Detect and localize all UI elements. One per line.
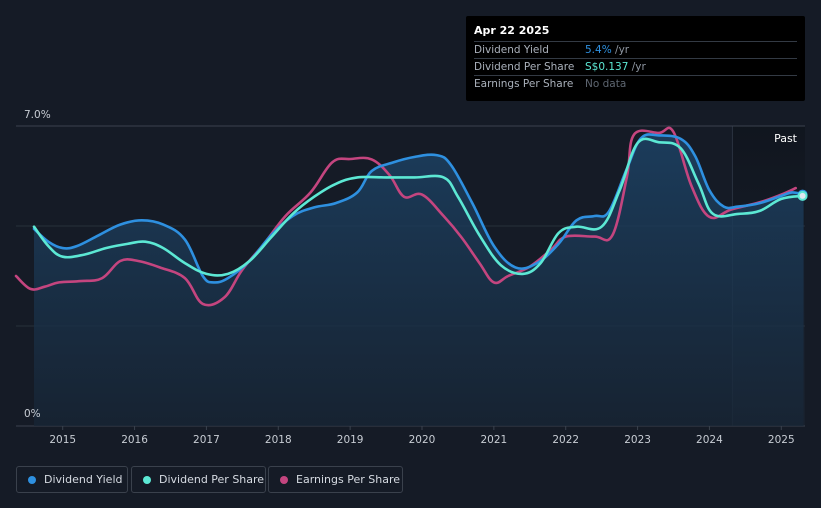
legend-dot-icon bbox=[28, 476, 36, 484]
tooltip-value: 5.4% /yr bbox=[585, 44, 629, 56]
tooltip-value-number: 5.4% bbox=[585, 44, 612, 56]
x-tick-label: 2019 bbox=[337, 434, 364, 446]
dividend-per-share-end-marker bbox=[797, 190, 808, 201]
x-tick-label: 2016 bbox=[121, 434, 148, 446]
x-tick-label: 2015 bbox=[49, 434, 76, 446]
legend-dividend-per-share[interactable]: Dividend Per Share bbox=[131, 466, 266, 493]
dividend-yield-line bbox=[32, 133, 805, 284]
legend-label: Dividend Yield bbox=[44, 473, 123, 486]
y-axis-top-label: 7.0% bbox=[24, 109, 51, 121]
x-tick-label: 2021 bbox=[480, 434, 507, 446]
tooltip-value-number: S$0.137 bbox=[585, 61, 629, 73]
tooltip-value-number: No data bbox=[585, 78, 627, 90]
tooltip-row-earnings-per-share: Earnings Per Share No data bbox=[474, 75, 797, 93]
dividend-yield-area bbox=[34, 134, 804, 426]
tooltip-label: Earnings Per Share bbox=[474, 78, 574, 90]
legend-label: Dividend Per Share bbox=[159, 473, 265, 486]
legend-earnings-per-share[interactable]: Earnings Per Share bbox=[268, 466, 403, 493]
tooltip-row-dividend-yield: Dividend Yield 5.4% /yr bbox=[474, 41, 797, 59]
tooltip-value-unit: /yr bbox=[628, 61, 646, 73]
y-axis-bottom-label: 0% bbox=[24, 408, 41, 420]
tooltip-label: Dividend Per Share bbox=[474, 61, 575, 73]
x-tick-label: 2024 bbox=[696, 434, 723, 446]
x-tick-label: 2017 bbox=[193, 434, 220, 446]
past-label: Past bbox=[774, 132, 798, 145]
x-tick-label: 2022 bbox=[552, 434, 579, 446]
tooltip-value: S$0.137 /yr bbox=[585, 61, 646, 73]
x-tick-label: 2023 bbox=[624, 434, 651, 446]
tooltip-date: Apr 22 2025 bbox=[474, 24, 550, 37]
legend-label: Earnings Per Share bbox=[296, 473, 401, 486]
x-tick-label: 2025 bbox=[768, 434, 795, 446]
x-tick-label: 2018 bbox=[265, 434, 292, 446]
tooltip-row-dividend-per-share: Dividend Per Share S$0.137 /yr bbox=[474, 58, 797, 76]
legend-dividend-yield[interactable]: Dividend Yield bbox=[16, 466, 128, 493]
tooltip-value-unit: /yr bbox=[611, 44, 630, 56]
tooltip-value: No data bbox=[585, 78, 626, 90]
legend-dot-icon bbox=[280, 476, 288, 484]
tooltip-panel: Apr 22 2025 Dividend Yield 5.4% /yr Divi… bbox=[466, 16, 805, 101]
tooltip-label: Dividend Yield bbox=[474, 44, 549, 56]
legend-dot-icon bbox=[143, 476, 151, 484]
x-tick-label: 2020 bbox=[409, 434, 436, 446]
earnings-per-share-line bbox=[14, 126, 797, 307]
dividend-per-share-line bbox=[32, 137, 805, 277]
